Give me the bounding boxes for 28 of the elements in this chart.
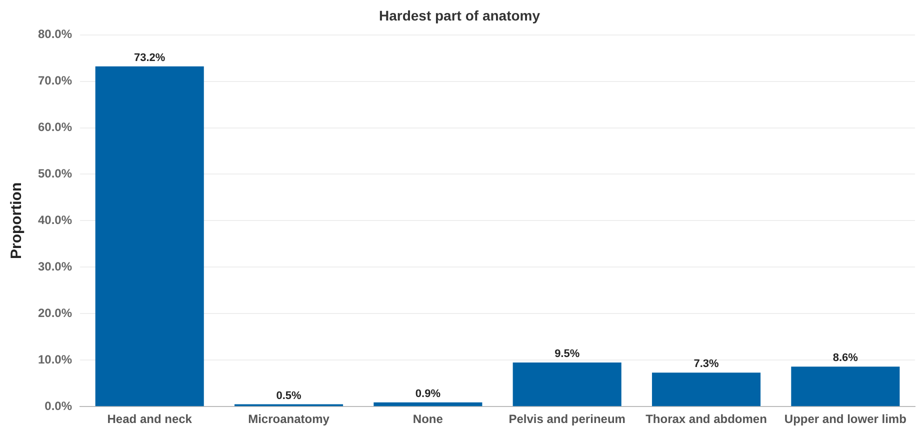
data-label: 8.6%	[832, 352, 858, 364]
x-tick-label: Head and neck	[107, 412, 192, 426]
x-tick-label: Upper and lower limb	[784, 412, 906, 426]
y-tick-label: 50.0%	[38, 166, 72, 181]
x-tick-label: Pelvis and perineum	[508, 412, 626, 426]
y-tick-label: 40.0%	[38, 213, 72, 228]
data-label: 73.2%	[134, 52, 166, 64]
data-label: 0.9%	[415, 388, 441, 400]
y-tick-label: 10.0%	[38, 352, 72, 366]
bar	[512, 362, 622, 406]
bar	[652, 372, 761, 406]
y-tick-label: 60.0%	[38, 120, 72, 134]
chart-title: Hardest part of anatomy	[378, 7, 540, 24]
x-tick-label: Microanatomy	[248, 412, 330, 426]
bar	[374, 402, 482, 406]
y-tick-label: 30.0%	[38, 259, 72, 274]
y-tick-label: 0.0%	[44, 398, 72, 413]
data-label: 7.3%	[694, 358, 720, 370]
x-tick-label: None	[412, 412, 444, 426]
x-tick-label: Thorax and abdomen	[646, 412, 767, 426]
y-tick-label: 70.0%	[38, 74, 72, 88]
y-axis-title: Proportion	[8, 182, 26, 260]
bar	[791, 366, 900, 406]
data-label: 0.5%	[276, 390, 302, 402]
y-tick-label: 20.0%	[38, 306, 72, 320]
bar	[95, 66, 204, 406]
data-label: 9.5%	[554, 348, 580, 360]
y-tick-label: 80.0%	[38, 27, 72, 42]
